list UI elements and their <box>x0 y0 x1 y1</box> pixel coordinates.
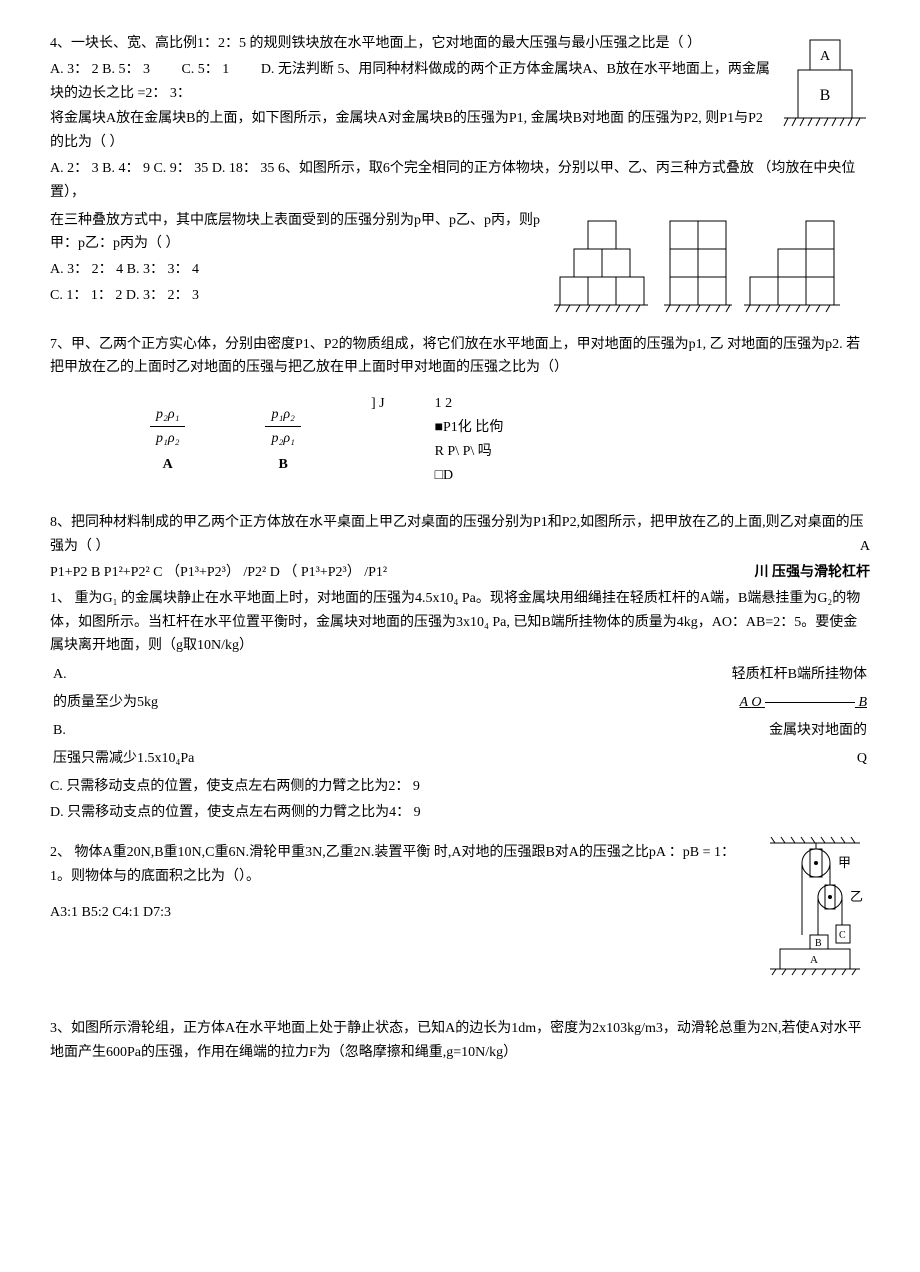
s2q1-a1: A. <box>52 662 468 688</box>
q5-q6-line: A. 2： 3 B. 4： 9 C. 9： 35 D. 18： 35 6、如图所… <box>50 157 870 205</box>
fig-pulley: 甲 乙 B C A <box>760 835 870 985</box>
s2q1-a3: 的质量至少为5kg <box>52 690 468 716</box>
q8-l2: P1+P2 B P1²+P2² C （P1³+P2³） /P2² D （ P1³… <box>50 561 870 585</box>
q4-opts: A. 3： 2 B. 5： 3 C. 5： 1 D. 无法判断 5、用同种材料做… <box>50 58 870 106</box>
q5-d: D. 18： 35 <box>212 161 275 176</box>
q7-text: 7、甲、乙两个正方实心体，分别由密度P1、P2的物质组成，将它们放在水平地面上，… <box>50 333 870 381</box>
q4-a: A. 3： 2 <box>50 62 99 77</box>
s2q3-l1: 3、如图所示滑轮组，正方体A在水平地面上处于静止状态，已知A的边长为1dm，密度… <box>50 1017 870 1065</box>
s2q1-q: Q <box>470 746 868 772</box>
section-title: 川 压强与滑轮杠杆 <box>755 561 871 585</box>
fig-stacks-svg <box>550 207 870 317</box>
svg-text:甲: 甲 <box>838 855 851 870</box>
q7-mid: ] J <box>341 392 415 487</box>
s2q2-opts: A3:1 B5:2 C4:1 D7:3 <box>50 901 870 925</box>
s2q1-c: C. 只需移动支点的位置，使支点左右两侧的力臂之比为2： 9 <box>50 775 870 799</box>
q6-c: C. 1： 1： 2 <box>50 288 122 303</box>
q4-d: D. 无法判断 <box>261 62 334 77</box>
q5-prefix: 5、用同种材料做成的两个正方体金属块A、B放在水平地面上，两金属块的边长之比 =… <box>50 62 770 101</box>
q8-text: 8、把同种材料制成的甲乙两个正方体放在水平桌面上甲乙对桌面的压强分别为P1和P2… <box>50 511 870 559</box>
q5-l2: 将金属块A放在金属块B的上面，如下图所示，金属块A对金属块B的压强为P1, 金属… <box>50 107 870 155</box>
lever-fig: A O B <box>470 690 868 716</box>
q5-c: C. 9： 35 <box>153 161 208 176</box>
q5-b: B. 4： 9 <box>102 161 150 176</box>
s2q1-d: D. 只需移动支点的位置，使支点左右两侧的力臂之比为4： 9 <box>50 801 870 825</box>
fig-pulley-svg: 甲 乙 B C A <box>760 835 870 985</box>
q4-text: 4、一块长、宽、高比例1：2：5 的规则铁块放在水平地面上，它对地面的最大压强与… <box>50 32 870 56</box>
s2q1-b3: 压强只需减少1.5x10₄Pa <box>52 746 468 772</box>
q8-right-a: A <box>860 535 870 559</box>
svg-text:乙: 乙 <box>850 889 863 904</box>
q4-c: C. 5： 1 <box>181 62 229 77</box>
q6-d: D. 3： 2： 3 <box>126 288 199 303</box>
q7-c3: □D <box>435 464 504 488</box>
q4-b: B. 5： 3 <box>102 62 150 77</box>
fig-ab: A B <box>780 32 870 142</box>
svg-text:A: A <box>810 954 818 966</box>
s2q1-b2: 金属块对地面的 <box>470 718 868 744</box>
q6-b: B. 3： 3： 4 <box>127 262 199 277</box>
q4: A B 4、一块长、宽、高比例1：2：5 的规则铁块放在水平地面上，它对地面的最… <box>50 32 870 205</box>
q7-mid2: 1 2 <box>435 392 504 416</box>
svg-text:A: A <box>820 49 831 64</box>
q7-c1: ■P1化 比佝 <box>435 416 504 440</box>
q7-opt-a: p₂ρ₁p₁ρ₂ A <box>110 392 225 487</box>
svg-text:B: B <box>815 938 822 949</box>
s2q1-l1: 1、 重为G₁ 的金属块静止在水平地面上时，对地面的压强为4.5x10₄ Pa。… <box>50 587 870 658</box>
fig-ab-svg: A B <box>780 32 870 142</box>
q7-opt-b: p₁ρ₂p₂ρ₁ B <box>225 392 340 487</box>
svg-text:B: B <box>820 87 831 104</box>
q5-a: A. 2： 3 <box>50 161 99 176</box>
s2q2-l1: 2、 物体A重20N,B重10N,C重6N.滑轮甲重3N,乙重2N.装置平衡 时… <box>50 841 870 889</box>
svg-text:C: C <box>839 930 846 941</box>
q6-a: A. 3： 2： 4 <box>50 262 123 277</box>
fig-stacks <box>550 207 870 317</box>
s2q1-b1: B. <box>52 718 468 744</box>
q7-options: p₂ρ₁p₁ρ₂ A p₁ρ₂p₂ρ₁ B ] J 1 2 ■P1化 比佝 R … <box>110 392 523 487</box>
q7-c2: R P\ P\ 吗 <box>435 440 504 464</box>
s2q1-opts: A. 轻质杠杆B端所挂物体 的质量至少为5kg A O B B. 金属块对地面的… <box>50 660 870 773</box>
s2q1-a2: 轻质杠杆B端所挂物体 <box>470 662 868 688</box>
q7-opt-cd: 1 2 ■P1化 比佝 R P\ P\ 吗 □D <box>415 392 524 487</box>
